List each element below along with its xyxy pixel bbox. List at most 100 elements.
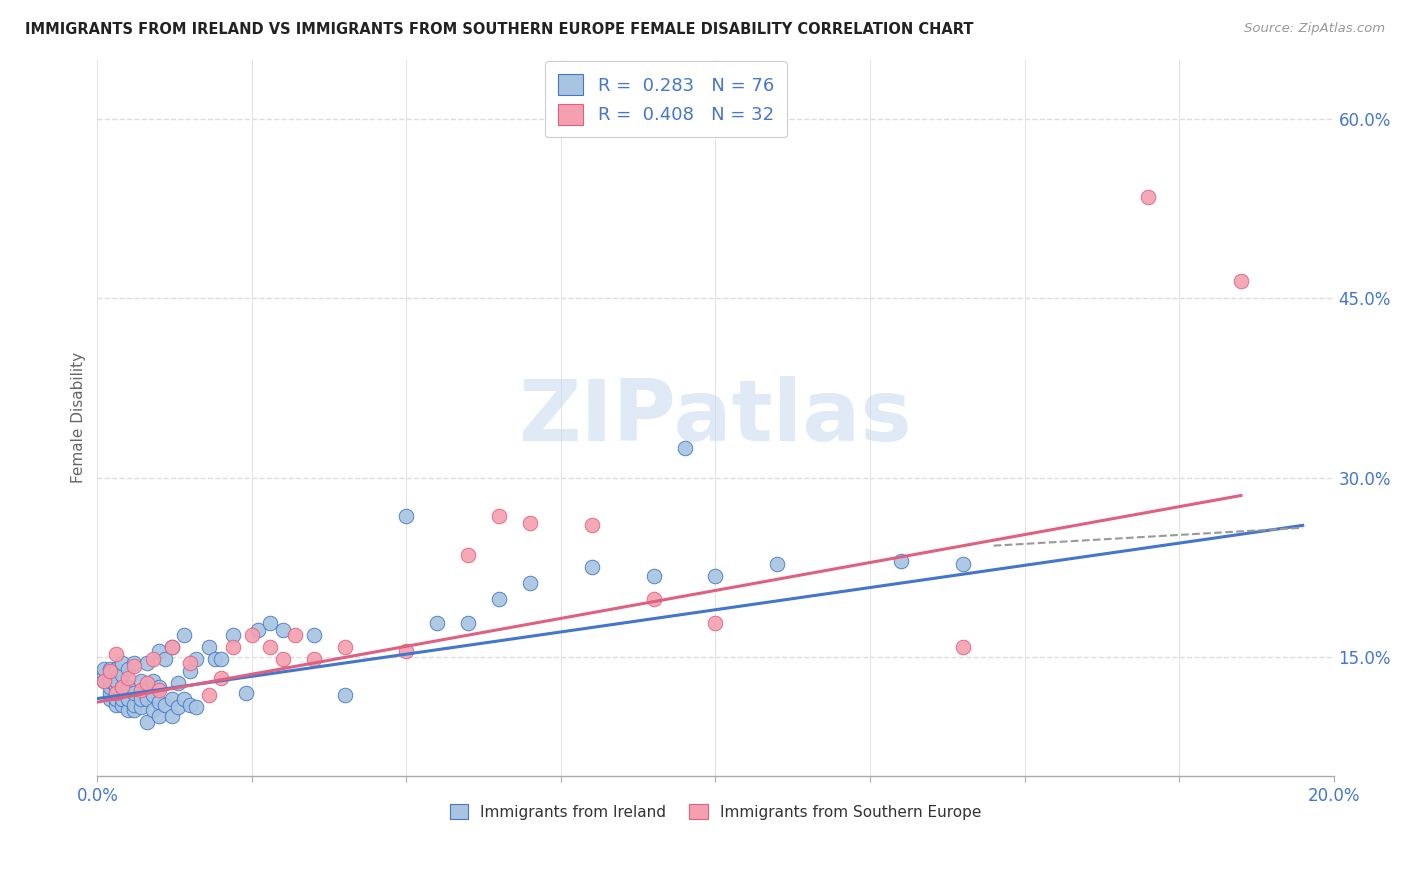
Point (160, 640, 183, 655)
Point (135, 715, 157, 730)
Point (124, 685, 146, 699)
Point (173, 691, 195, 706)
Point (179, 656, 201, 670)
Point (457, 616, 479, 631)
Point (124, 659, 146, 673)
Point (302, 652, 325, 666)
Point (271, 652, 294, 666)
Point (104, 691, 127, 706)
Point (197, 688, 219, 702)
Point (166, 699, 188, 714)
Point (186, 652, 208, 666)
Point (222, 640, 245, 655)
Point (179, 664, 201, 678)
Point (117, 671, 139, 685)
Point (104, 698, 127, 712)
Point (173, 628, 195, 642)
Point (890, 554, 912, 568)
Point (197, 640, 219, 655)
Point (1137, 190, 1160, 204)
Point (104, 673, 127, 688)
Point (129, 673, 152, 688)
Point (259, 616, 281, 631)
Point (142, 673, 165, 688)
Point (135, 676, 157, 690)
Point (395, 508, 418, 523)
Point (111, 680, 134, 694)
Text: IMMIGRANTS FROM IRELAND VS IMMIGRANTS FROM SOUTHERN EUROPE FEMALE DISABILITY COR: IMMIGRANTS FROM IRELAND VS IMMIGRANTS FR… (25, 22, 974, 37)
Point (93, 673, 115, 688)
Point (179, 698, 201, 712)
Point (643, 568, 665, 582)
Point (488, 508, 510, 523)
Point (98, 685, 121, 699)
Point (98, 662, 121, 676)
Point (129, 683, 152, 698)
Point (160, 709, 183, 723)
Point (673, 441, 696, 455)
Point (93, 667, 115, 681)
Point (488, 592, 510, 607)
Point (111, 667, 134, 681)
Point (457, 548, 479, 562)
Point (117, 680, 139, 694)
Point (124, 656, 146, 670)
Point (519, 575, 541, 590)
Point (98, 680, 121, 694)
Point (104, 662, 127, 676)
Point (160, 691, 183, 706)
Point (204, 652, 226, 666)
Point (581, 560, 603, 574)
Point (240, 628, 263, 642)
Point (148, 709, 170, 723)
Point (302, 628, 325, 642)
Point (135, 656, 157, 670)
Point (704, 616, 727, 631)
Point (117, 704, 139, 718)
Point (333, 688, 356, 702)
Point (704, 568, 727, 582)
Point (104, 685, 127, 699)
Point (426, 616, 449, 631)
Point (247, 624, 270, 638)
Point (111, 656, 134, 670)
Point (98, 691, 121, 706)
Point (148, 695, 170, 709)
Y-axis label: Female Disability: Female Disability (72, 352, 86, 483)
Point (111, 680, 134, 694)
Point (142, 652, 165, 666)
Point (160, 640, 183, 655)
Point (209, 671, 232, 685)
Legend: Immigrants from Ireland, Immigrants from Southern Europe: Immigrants from Ireland, Immigrants from… (444, 797, 987, 826)
Point (235, 685, 257, 699)
Point (148, 683, 170, 698)
Point (93, 662, 115, 676)
Text: Source: ZipAtlas.com: Source: ZipAtlas.com (1244, 22, 1385, 36)
Point (93, 673, 115, 688)
Point (259, 640, 281, 655)
Text: ZIPatlas: ZIPatlas (519, 376, 912, 459)
Point (148, 680, 170, 694)
Point (117, 691, 139, 706)
Point (98, 664, 121, 678)
Point (166, 676, 188, 690)
Point (117, 662, 139, 676)
Point (643, 592, 665, 607)
Point (98, 673, 121, 688)
Point (104, 648, 127, 662)
Point (581, 518, 603, 533)
Point (142, 688, 165, 702)
Point (209, 652, 232, 666)
Point (284, 628, 307, 642)
Point (124, 698, 146, 712)
Point (1230, 274, 1253, 288)
Point (222, 628, 245, 642)
Point (129, 699, 152, 714)
Point (111, 698, 134, 712)
Point (104, 685, 127, 699)
Point (952, 640, 974, 655)
Point (111, 691, 134, 706)
Point (766, 557, 789, 571)
Point (186, 699, 208, 714)
Point (155, 698, 177, 712)
